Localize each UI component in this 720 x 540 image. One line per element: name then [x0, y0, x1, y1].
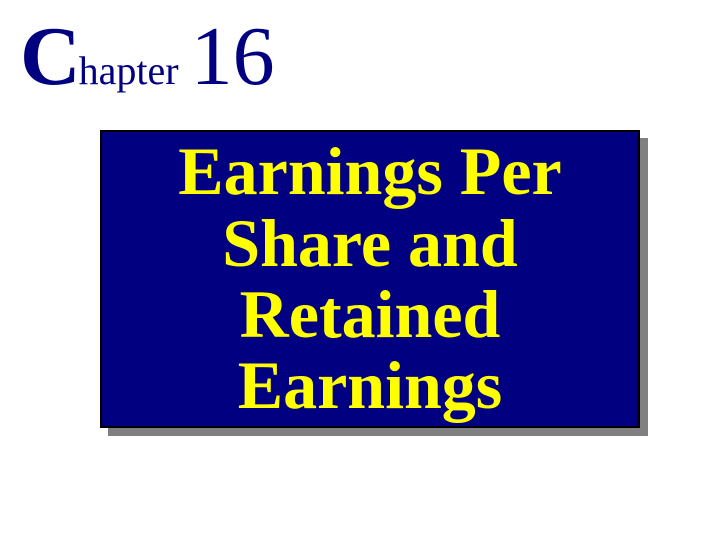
title-line-1: Earnings Per [178, 133, 561, 209]
title-line-3: Retained [240, 276, 501, 352]
title-line-2: Share and [222, 205, 517, 281]
title-box-container: Earnings Per Share and Retained Earnings [100, 130, 640, 428]
title-text: Earnings Per Share and Retained Earnings [178, 136, 561, 422]
chapter-number: 16 [191, 15, 275, 99]
chapter-letter-c: C [20, 15, 81, 99]
title-box: Earnings Per Share and Retained Earnings [100, 130, 640, 428]
chapter-letter-rest: hapter [79, 47, 179, 94]
title-line-4: Earnings [238, 347, 503, 423]
chapter-label: C hapter 16 [20, 15, 275, 99]
